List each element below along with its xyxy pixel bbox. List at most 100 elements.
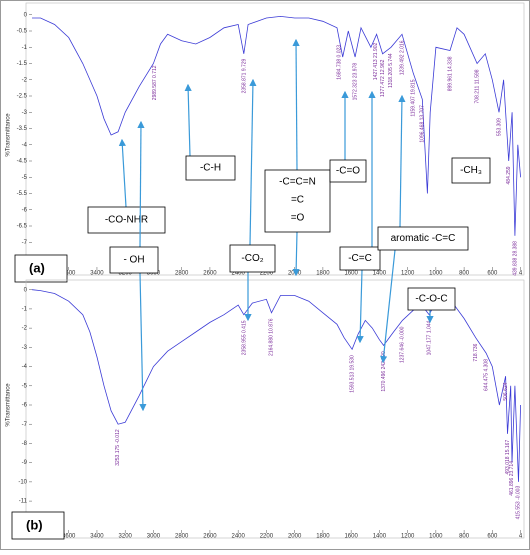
peak-label: 1047.177 1.044	[427, 320, 433, 355]
x-tick-label: 800	[459, 534, 470, 540]
x-tick-label: 1800	[316, 271, 330, 277]
callout-label: -CO-NHR	[105, 215, 148, 226]
callout-box	[87, 206, 166, 234]
y-tick-label: -10	[18, 479, 27, 485]
peak-label: 2164.880 10.876	[269, 318, 275, 356]
x-tick-label: 3200	[119, 534, 133, 540]
callout-label: =C	[291, 195, 304, 206]
y-axis-label: %Transmittance	[6, 383, 12, 427]
y-tick-label: -0.5	[17, 29, 28, 35]
x-tick-label: 2200	[260, 534, 274, 540]
callout-label: aromatic -C=C	[391, 233, 456, 244]
peak-label: 493.018 15.167	[505, 440, 511, 475]
peak-label: 506.624	[503, 382, 509, 400]
y-tick-label: -1.5	[17, 61, 28, 67]
x-tick-label: 1400	[373, 534, 387, 540]
y-tick-label: -4	[22, 364, 28, 370]
panel-label-box	[14, 254, 68, 283]
peak-label: 718.736	[473, 343, 479, 361]
y-tick-label: -5	[22, 175, 28, 181]
y-tick-label: -6.5	[17, 224, 28, 230]
x-tick-label: 2200	[260, 271, 274, 277]
x-tick-label: 1400	[373, 271, 387, 277]
peak-label: 1237.646 -0.000	[400, 326, 406, 363]
callout-box	[329, 159, 367, 183]
x-tick-label: 2000	[288, 534, 302, 540]
y-tick-label: -6	[22, 207, 28, 213]
peak-label: 644.475 4.308	[483, 359, 489, 391]
y-axis-label: %Transmittance	[6, 113, 12, 157]
panel-label-box	[11, 511, 65, 540]
x-tick-label: 600	[487, 534, 498, 540]
peak-label: 1239.492 2.016	[399, 40, 405, 75]
y-tick-label: -2.5	[17, 94, 28, 100]
x-tick-label: 4	[519, 534, 523, 540]
y-tick-label: -5	[22, 383, 28, 389]
peak-label: 461.896 23.714	[509, 461, 515, 496]
peak-label: 2358.955 0.415	[241, 320, 247, 355]
callout-box	[377, 226, 469, 251]
peak-label: 2989.587 0.712	[152, 65, 158, 100]
callout-arrow	[292, 231, 300, 277]
y-tick-label: 0	[24, 287, 28, 293]
x-tick-label: 3000	[147, 534, 161, 540]
callout-arrow	[137, 120, 145, 248]
callout-arrow	[139, 272, 147, 412]
callout-box	[109, 246, 159, 274]
x-tick-label: 1600	[344, 271, 358, 277]
y-tick-label: -2	[22, 326, 28, 332]
callout-arrow	[184, 83, 192, 157]
peak-label: 1159.407 19.815	[411, 79, 417, 116]
callout-label: =O	[291, 213, 305, 224]
peak-label: 1096.468 13.707	[420, 105, 426, 143]
peak-label: 3253.175 -0.012	[115, 429, 121, 466]
x-tick-label: 1000	[429, 271, 443, 277]
y-tick-label: -4	[22, 142, 28, 148]
x-tick-label: 2800	[175, 534, 189, 540]
x-tick-label: 2800	[175, 271, 189, 277]
callout-box	[264, 169, 331, 233]
x-tick-label: 800	[459, 271, 470, 277]
y-tick-label: -1	[22, 45, 28, 51]
x-tick-label: 2600	[203, 534, 217, 540]
callout-label: -CH₃	[460, 165, 482, 176]
peak-label: 553.309	[496, 118, 502, 136]
y-tick-label: -1	[22, 306, 28, 312]
x-tick-label: 3400	[90, 271, 104, 277]
x-tick-label: 1800	[316, 534, 330, 540]
y-tick-label: -9	[22, 460, 28, 466]
peak-label: 1427.413 21.902	[373, 42, 379, 80]
callout-label: - OH	[123, 255, 144, 266]
peak-label: 1572.323 23.978	[352, 63, 358, 101]
peak-label: 1377.472 12.962	[380, 59, 386, 97]
callout-box	[185, 155, 236, 181]
spectrum	[32, 15, 521, 236]
panel-label: (a)	[29, 260, 45, 275]
x-tick-label: 2600	[203, 271, 217, 277]
callout-label: -C-O-C	[415, 294, 447, 305]
x-tick-label: 3000	[147, 271, 161, 277]
y-tick-label: 0	[24, 12, 28, 18]
peak-label: 899.961 14.338	[447, 56, 453, 91]
x-tick-label: 3600	[62, 271, 76, 277]
callout-box	[407, 287, 456, 311]
x-tick-label: 600	[487, 271, 498, 277]
x-tick-label: 1000	[429, 534, 443, 540]
callout-arrow	[118, 138, 127, 208]
peak-label: 1370.496 242.390	[381, 351, 387, 392]
callout-label: -C-H	[200, 163, 221, 174]
x-tick-label: 2400	[231, 271, 245, 277]
x-tick-label: 3400	[90, 534, 104, 540]
x-tick-label: 1600	[344, 534, 358, 540]
y-tick-label: -6	[22, 403, 28, 409]
peak-label: 2358.871 9.729	[241, 58, 247, 93]
callout-label: -C=C	[348, 253, 372, 264]
callout-label: -C=O	[336, 166, 360, 177]
peak-label: 1684.738 0.023	[336, 45, 342, 80]
peak-label: 484.259	[506, 166, 512, 184]
plot-frame	[25, 2, 525, 276]
spectrum	[31, 289, 521, 482]
y-tick-label: -7	[22, 422, 28, 428]
panel-label: (b)	[26, 517, 43, 532]
